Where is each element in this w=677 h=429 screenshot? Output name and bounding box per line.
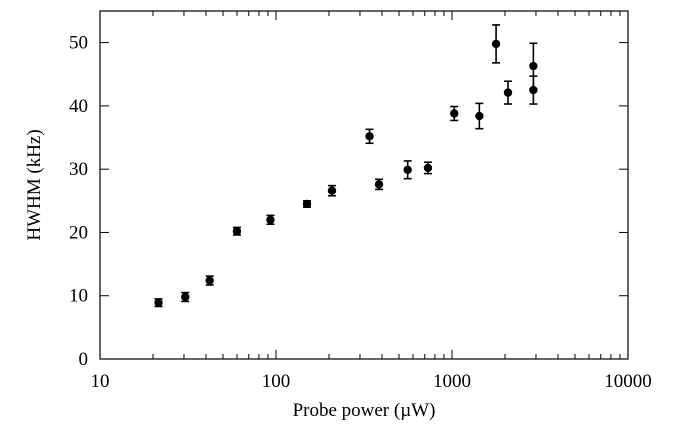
y-tick-label: 20	[69, 222, 88, 243]
point-marker	[475, 111, 484, 121]
point-marker	[365, 132, 374, 141]
x-tick-label: 10000	[604, 371, 652, 392]
point-marker	[154, 298, 163, 307]
plot-frame	[99, 10, 629, 360]
y-tick-label: 10	[69, 286, 88, 307]
data-point	[423, 161, 433, 175]
data-point	[403, 160, 412, 180]
data-points	[154, 24, 538, 308]
point-marker	[529, 85, 538, 95]
axis-ticks	[99, 11, 629, 360]
x-tick-labels: 10 100 1000 10000	[91, 371, 652, 392]
point-marker	[205, 276, 214, 285]
point-marker	[374, 180, 384, 189]
data-point	[475, 102, 484, 130]
x-tick-label: 100	[262, 371, 291, 392]
data-point	[365, 128, 374, 145]
point-marker	[266, 215, 275, 224]
y-tick-label: 50	[69, 33, 88, 54]
y-tick-labels: 0 10 20 30 40 50	[69, 33, 88, 370]
data-point	[529, 75, 538, 105]
y-tick-label: 40	[69, 96, 88, 117]
point-marker	[450, 109, 459, 118]
y-axis-title: HWHM (kHz)	[24, 129, 45, 240]
point-marker	[503, 88, 513, 97]
data-point	[374, 178, 384, 191]
point-marker	[529, 61, 538, 71]
y-tick-label: 0	[79, 349, 89, 370]
data-point	[154, 298, 163, 308]
data-point	[232, 226, 242, 236]
x-tick-label: 1000	[433, 371, 471, 392]
data-point	[491, 24, 501, 64]
point-marker	[491, 39, 501, 49]
x-axis-title: Probe power (µW)	[293, 400, 436, 421]
data-point	[266, 214, 275, 226]
data-point	[503, 80, 513, 105]
point-marker	[423, 163, 433, 173]
data-point	[450, 105, 459, 122]
point-marker	[302, 199, 312, 209]
data-point	[181, 291, 190, 303]
point-marker	[232, 226, 242, 236]
x-tick-label: 10	[91, 371, 110, 392]
data-point	[302, 199, 312, 209]
point-marker	[327, 186, 337, 195]
point-marker	[403, 165, 412, 175]
data-point	[327, 184, 337, 197]
point-marker	[181, 292, 190, 302]
y-tick-label: 30	[69, 159, 88, 180]
data-point	[205, 275, 214, 286]
